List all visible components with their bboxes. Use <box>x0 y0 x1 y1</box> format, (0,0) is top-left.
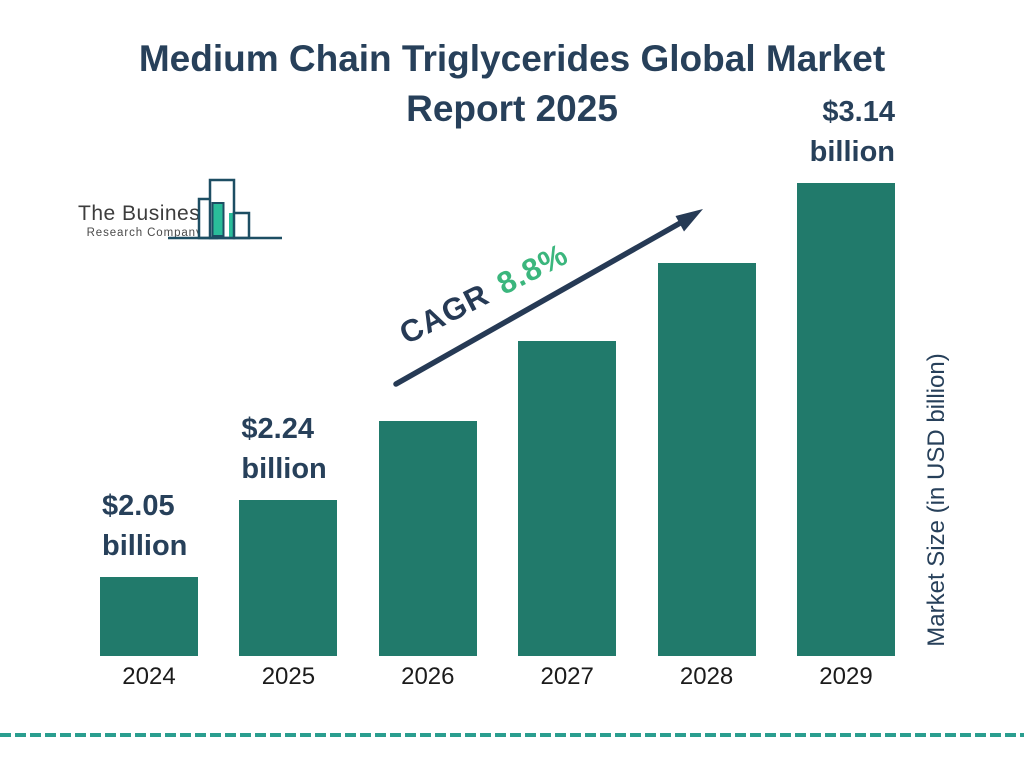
x-tick-2024: 2024 <box>122 663 176 690</box>
cagr-label: CAGR <box>393 276 495 352</box>
company-name: The Business <box>78 202 212 225</box>
page-title-line-2: Report 2025 <box>406 88 618 129</box>
page-title-line-1: Medium Chain Triglycerides Global Market <box>138 38 886 79</box>
bar-2029 <box>797 183 895 656</box>
y-axis-label: Market Size (in USD billion) <box>923 353 950 647</box>
x-tick-2027: 2027 <box>540 663 594 690</box>
company-logo-text: The Business Research Company <box>78 202 211 239</box>
x-tick-2026: 2026 <box>401 663 455 690</box>
logo-bars-icon <box>168 178 282 240</box>
value-label-2025: $2.24 billion <box>241 413 327 485</box>
bar-2024 <box>100 577 198 656</box>
value-label-2029: $3.14 billion <box>809 96 895 168</box>
bar-2027 <box>518 341 617 656</box>
x-tick-2025: 2025 <box>261 663 316 690</box>
x-tick-2029: 2029 <box>819 663 873 690</box>
page-title: Medium Chain Triglycerides Global Market… <box>0 34 1024 134</box>
cagr-value: 8.8% <box>491 236 574 302</box>
x-tick-2028: 2028 <box>679 663 734 690</box>
bar-2028 <box>657 263 756 656</box>
bottom-dashed-divider <box>0 733 1024 737</box>
bar-2026 <box>378 421 477 656</box>
bar-2025 <box>239 500 338 656</box>
value-label-2024: $2.05 billion <box>102 490 188 562</box>
company-logo: The Business Research Company <box>78 176 284 248</box>
cagr-annotation: CAGR8.8% <box>394 236 574 352</box>
company-subname: Research Company <box>86 227 203 239</box>
